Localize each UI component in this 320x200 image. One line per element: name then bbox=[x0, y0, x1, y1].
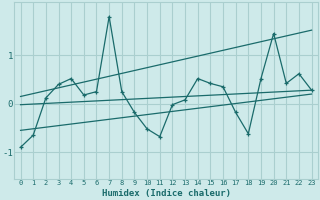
X-axis label: Humidex (Indice chaleur): Humidex (Indice chaleur) bbox=[101, 189, 231, 198]
